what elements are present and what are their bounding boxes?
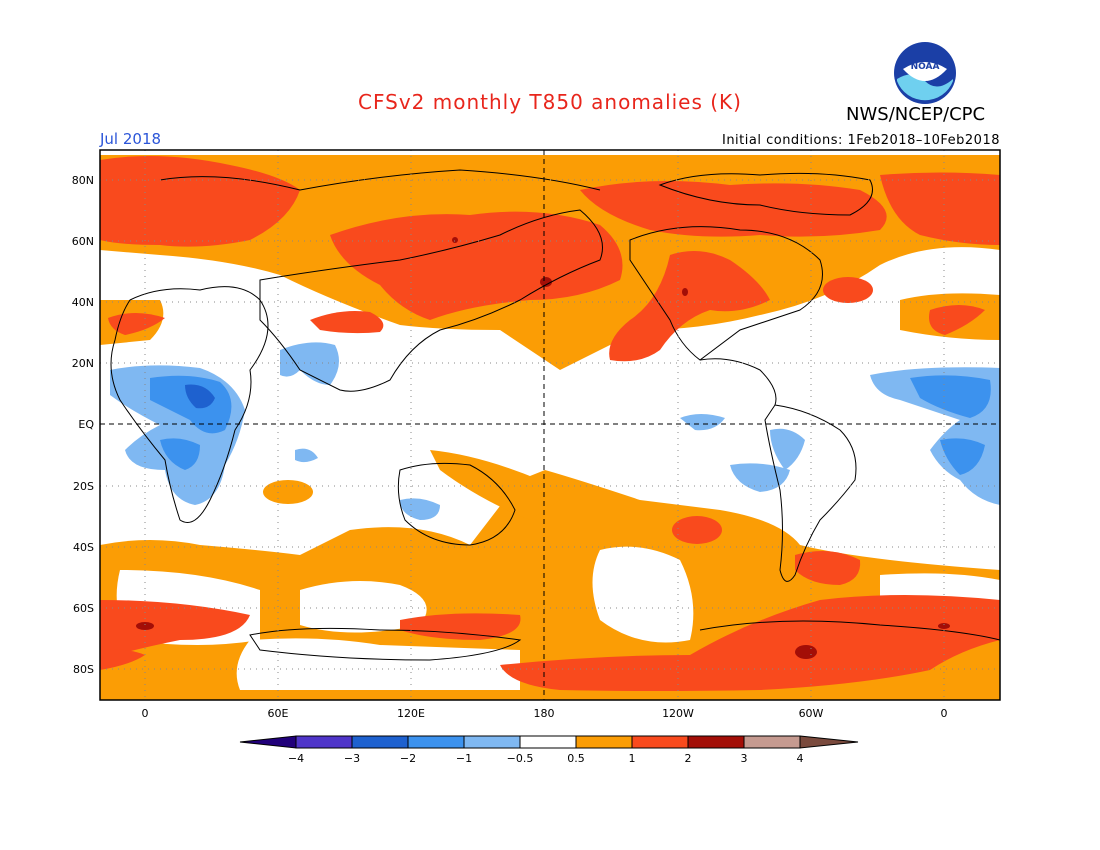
colorbar-swatch xyxy=(687,735,745,749)
colorbar-label: −2 xyxy=(400,752,416,765)
reference-lines xyxy=(100,150,1000,700)
colorbar-swatch xyxy=(575,735,633,749)
colorbar-swatch xyxy=(239,735,297,749)
colorbar-swatch xyxy=(743,735,801,749)
colorbar-swatch xyxy=(295,735,353,749)
colorbar-label: 2 xyxy=(685,752,692,765)
colorbar-label: 3 xyxy=(741,752,748,765)
colorbar-label: −0.5 xyxy=(507,752,534,765)
colorbar-swatch xyxy=(519,735,577,749)
lat-label: 60S xyxy=(73,602,94,615)
map-frame xyxy=(99,149,1001,701)
colorbar-label: 0.5 xyxy=(567,752,585,765)
colorbar-label: 1 xyxy=(629,752,636,765)
lat-label: 80N xyxy=(72,174,94,187)
colorbar-swatch xyxy=(463,735,521,749)
lat-label: 20N xyxy=(72,357,94,370)
colorbar-label: −4 xyxy=(288,752,304,765)
coastlines xyxy=(110,169,1000,661)
svg-text:NOAA: NOAA xyxy=(911,62,940,72)
lon-label: 0 xyxy=(142,707,149,720)
lon-label: 120W xyxy=(662,707,694,720)
lon-label: 60W xyxy=(799,707,824,720)
forecast-month: Jul 2018 xyxy=(100,130,162,148)
lat-label: 40N xyxy=(72,296,94,309)
latitude-labels: 80N 60N 40N 20N EQ 20S 40S 60S 80S xyxy=(72,174,95,676)
lon-label: 120E xyxy=(397,707,425,720)
lon-label: 180 xyxy=(534,707,555,720)
colorbar-label: 4 xyxy=(797,752,804,765)
map-title: CFSv2 monthly T850 anomalies (K) xyxy=(358,90,742,114)
lon-label: 60E xyxy=(268,707,289,720)
lat-label: 40S xyxy=(73,541,94,554)
noaa-logo-icon: NOAA xyxy=(894,42,956,104)
graticule xyxy=(100,150,1000,700)
colorbar-label: −3 xyxy=(344,752,360,765)
initial-conditions: Initial conditions: 1Feb2018–10Feb2018 xyxy=(721,133,1000,148)
anomaly-field xyxy=(100,150,1000,700)
colorbar-labels: −4 −3 −2 −1 −0.5 0.5 1 2 3 4 xyxy=(288,752,804,765)
colorbar-label: −1 xyxy=(456,752,472,765)
longitude-labels: 0 60E 120E 180 120W 60W 0 xyxy=(142,707,948,720)
colorbar-swatch xyxy=(407,735,465,749)
colorbar-swatch xyxy=(351,735,409,749)
colorbar-swatch xyxy=(631,735,689,749)
organization-label: NWS/NCEP/CPC xyxy=(846,104,986,125)
lon-label: 0 xyxy=(941,707,948,720)
lat-label: 80S xyxy=(73,663,94,676)
lat-label: EQ xyxy=(78,418,94,431)
lat-label: 20S xyxy=(73,480,94,493)
colorbar-swatch xyxy=(799,735,859,749)
colorbar xyxy=(239,735,859,749)
lat-label: 60N xyxy=(72,235,94,248)
